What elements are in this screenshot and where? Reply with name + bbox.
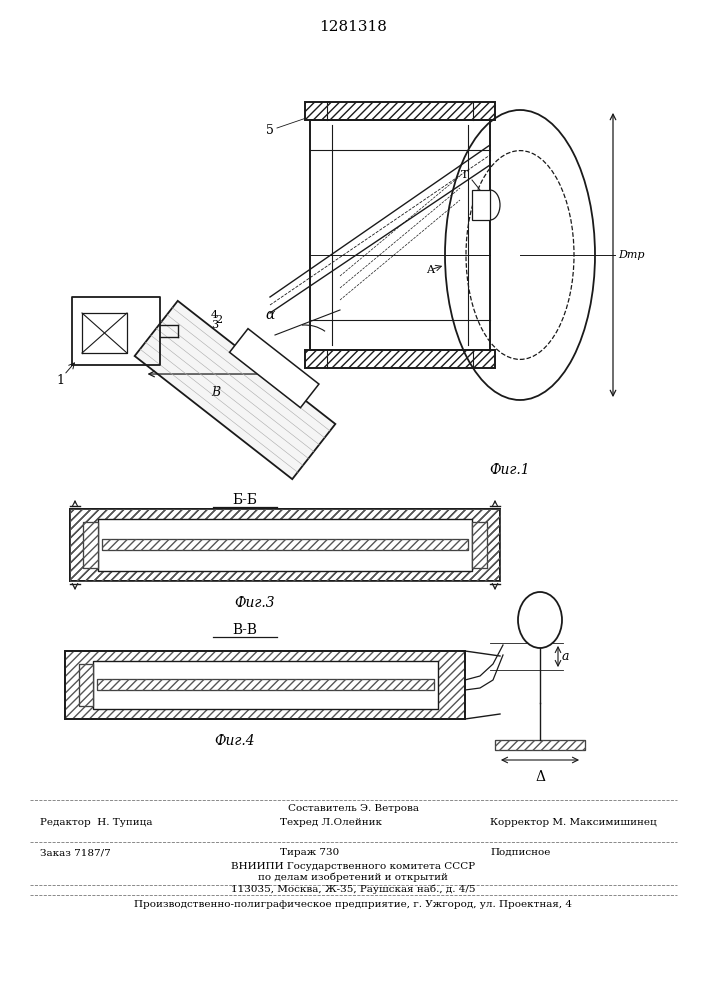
Bar bbox=[65, 651, 465, 719]
Ellipse shape bbox=[518, 592, 562, 648]
Bar bbox=[79, 664, 93, 706]
Bar bbox=[97, 679, 434, 690]
Polygon shape bbox=[134, 301, 335, 479]
Bar bbox=[83, 522, 98, 568]
Bar bbox=[70, 509, 500, 581]
Bar bbox=[102, 539, 468, 550]
Text: ВНИИПИ Государственного комитета СССР: ВНИИПИ Государственного комитета СССР bbox=[231, 862, 475, 871]
Text: Dтр: Dтр bbox=[618, 250, 645, 260]
Text: 2: 2 bbox=[216, 315, 223, 325]
Text: B: B bbox=[211, 386, 221, 399]
Polygon shape bbox=[230, 329, 319, 408]
Text: Δ: Δ bbox=[535, 770, 545, 784]
Text: 5: 5 bbox=[266, 123, 274, 136]
Text: Техред Л.Олейник: Техред Л.Олейник bbox=[280, 818, 382, 827]
Text: T: T bbox=[461, 170, 469, 180]
Bar bbox=[305, 102, 495, 120]
Text: 1: 1 bbox=[56, 373, 64, 386]
Text: A: A bbox=[426, 265, 434, 275]
Text: Фиг.4: Фиг.4 bbox=[215, 734, 255, 748]
Text: 1281318: 1281318 bbox=[319, 20, 387, 34]
Bar bbox=[98, 519, 472, 571]
Text: Редактор  Н. Тупица: Редактор Н. Тупица bbox=[40, 818, 153, 827]
Text: В-В: В-В bbox=[233, 623, 257, 637]
Text: Корректор М. Максимишинец: Корректор М. Максимишинец bbox=[490, 818, 657, 827]
Bar bbox=[83, 522, 98, 568]
Text: Фиг.1: Фиг.1 bbox=[490, 463, 530, 477]
Bar bbox=[102, 539, 468, 550]
Text: α: α bbox=[265, 308, 275, 322]
Bar bbox=[79, 664, 93, 706]
Bar bbox=[472, 190, 490, 220]
Bar bbox=[495, 740, 585, 750]
Bar bbox=[70, 509, 500, 581]
Text: Тираж 730: Тираж 730 bbox=[280, 848, 339, 857]
Text: A: A bbox=[482, 192, 489, 202]
Bar bbox=[65, 651, 465, 719]
Text: 4: 4 bbox=[211, 310, 218, 320]
Text: f: f bbox=[537, 613, 542, 627]
Text: Б-Б: Б-Б bbox=[233, 493, 257, 507]
Bar bbox=[305, 350, 495, 368]
Text: Производственно-полиграфическое предприятие, г. Ужгород, ул. Проектная, 4: Производственно-полиграфическое предприя… bbox=[134, 900, 572, 909]
Text: Составитель Э. Ветрова: Составитель Э. Ветрова bbox=[288, 804, 419, 813]
Bar bbox=[495, 740, 585, 750]
Bar bbox=[472, 522, 487, 568]
Bar bbox=[70, 509, 500, 581]
Bar bbox=[97, 679, 434, 690]
Bar bbox=[472, 522, 487, 568]
Text: 113035, Москва, Ж-35, Раушская наб., д. 4/5: 113035, Москва, Ж-35, Раушская наб., д. … bbox=[230, 884, 475, 894]
Text: 3: 3 bbox=[211, 320, 218, 330]
Text: Заказ 7187/7: Заказ 7187/7 bbox=[40, 848, 111, 857]
Bar bbox=[93, 661, 438, 709]
Text: Фиг.3: Фиг.3 bbox=[235, 596, 275, 610]
Text: по делам изобретений и открытий: по делам изобретений и открытий bbox=[258, 873, 448, 882]
Text: Подписное: Подписное bbox=[490, 848, 550, 857]
Bar bbox=[65, 651, 465, 719]
Text: a: a bbox=[562, 650, 570, 664]
